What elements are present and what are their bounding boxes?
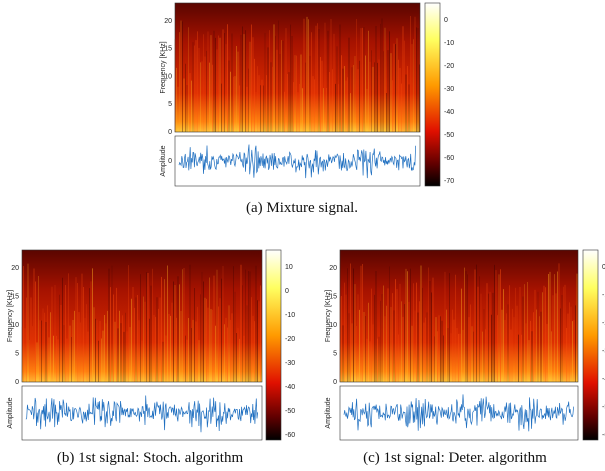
colorbar-tick-label: -50	[285, 408, 295, 415]
colorbar-tick-label: -60	[285, 432, 295, 439]
colorbar-tick-label: -10	[444, 40, 454, 47]
y-tick-label: 15	[329, 293, 337, 300]
spectrogram-frame	[21, 249, 263, 383]
spectrogram	[22, 250, 262, 382]
caption: (c) 1st signal: Deter. algorithm	[363, 450, 547, 466]
y-tick-label: 5	[15, 350, 19, 357]
caption: (a) Mixture signal.	[246, 200, 358, 216]
colorbar	[265, 249, 282, 441]
colorbar-tick-label: -20	[285, 336, 295, 343]
y-tick-label: 0	[15, 379, 19, 386]
waveform-frame	[174, 135, 421, 187]
colorbar-tick-label: -30	[444, 86, 454, 93]
colorbar-tick-label: -50	[444, 132, 454, 139]
spectrogram-frame	[339, 249, 579, 383]
y-axis-label: Frequency [KHz]	[325, 290, 332, 342]
colorbar-tick-label: -60	[444, 155, 454, 162]
y-tick-label: 5	[333, 350, 337, 357]
colorbar-tick-label: -20	[444, 63, 454, 70]
colorbar-tick-label: 0	[444, 17, 448, 24]
colorbar-tick-label: -6	[602, 432, 605, 439]
y-tick-label: 20	[164, 18, 172, 25]
colorbar-tick-label: -4	[602, 376, 605, 383]
colorbar-tick-label: -70	[444, 178, 454, 185]
y-tick-label: 10	[329, 322, 337, 329]
y-tick-label: 10	[11, 322, 19, 329]
y-axis-label: Frequency [KHz]	[160, 41, 167, 93]
y-tick-label: 0	[333, 379, 337, 386]
y-tick-label: 15	[11, 293, 19, 300]
spectrogram-frame	[174, 2, 421, 133]
caption: (b) 1st signal: Stoch. algorithm	[57, 450, 244, 466]
colorbar	[582, 249, 599, 441]
waveform	[343, 394, 574, 432]
spectrogram	[340, 250, 578, 382]
colorbar-tick-label: -40	[285, 384, 295, 391]
colorbar-tick-label: -5	[602, 404, 605, 411]
colorbar-tick-label: -30	[285, 360, 295, 367]
amplitude-label: Amplitude	[160, 145, 167, 176]
colorbar-tick-label: 10	[285, 264, 293, 271]
colorbar-tick-label: -40	[444, 109, 454, 116]
waveform	[25, 395, 259, 433]
y-tick-label: 20	[11, 265, 19, 272]
amplitude-label: Amplitude	[7, 397, 14, 428]
colorbar	[424, 2, 441, 187]
colorbar-tick-label: 0	[285, 288, 289, 295]
amplitude-tick-label: 0	[168, 158, 172, 165]
amplitude-label: Amplitude	[325, 397, 332, 428]
y-tick-label: 15	[164, 46, 172, 53]
colorbar-tick-label: -2	[602, 320, 605, 327]
y-tick-label: 5	[168, 101, 172, 108]
colorbar-tick-label: 0	[602, 264, 605, 271]
colorbar-tick-label: -10	[285, 312, 295, 319]
y-tick-label: 20	[329, 265, 337, 272]
waveform	[178, 144, 416, 179]
y-tick-label: 0	[168, 129, 172, 136]
colorbar-tick-label: -3	[602, 348, 605, 355]
y-axis-label: Frequency [KHz]	[7, 290, 14, 342]
y-tick-label: 10	[164, 73, 172, 80]
colorbar-tick-label: -1	[602, 292, 605, 299]
